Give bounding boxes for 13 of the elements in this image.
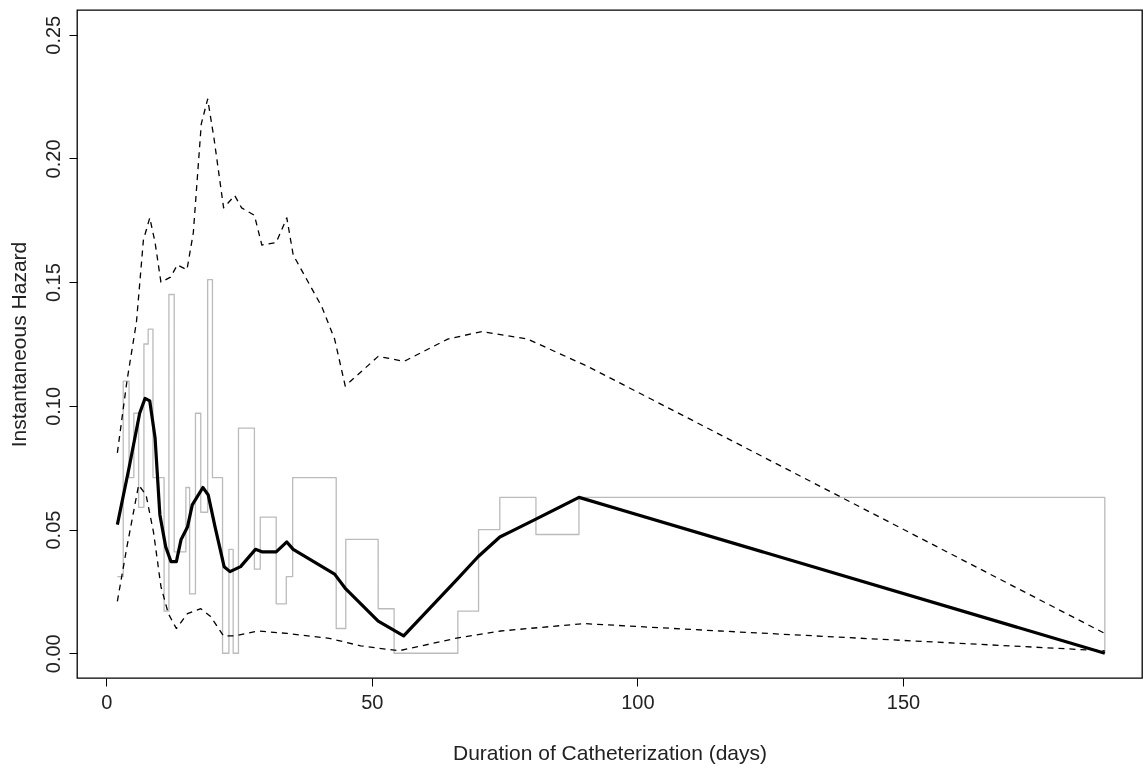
y-tick-label: 0.20 <box>41 139 64 179</box>
y-tick-label: 0.15 <box>41 263 64 303</box>
x-axis-title: Duration of Catheterization (days) <box>453 740 767 764</box>
y-tick-label: 0.05 <box>41 510 64 550</box>
x-tick-label: 50 <box>361 690 384 713</box>
y-tick-label: 0.00 <box>41 634 64 674</box>
y-axis-title: Instantaneous Hazard <box>6 241 30 448</box>
x-tick-label: 100 <box>621 690 655 713</box>
y-tick-label: 0.10 <box>41 386 64 426</box>
x-tick-label: 150 <box>886 690 921 713</box>
x-tick-label: 0 <box>101 690 113 713</box>
line-series <box>116 98 1106 635</box>
y-tick-label: 0.25 <box>41 15 64 55</box>
